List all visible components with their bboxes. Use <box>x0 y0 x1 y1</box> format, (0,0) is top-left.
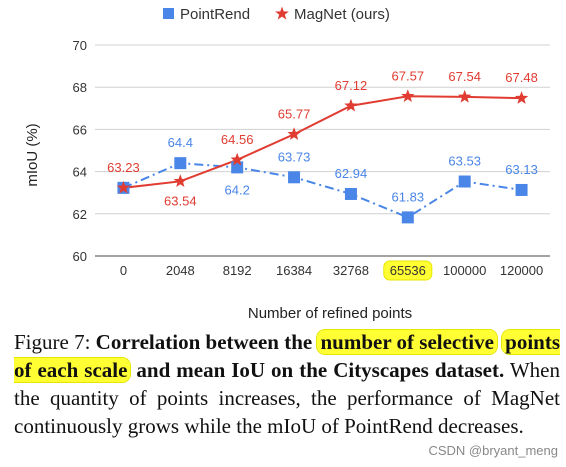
legend-label-magnet: MagNet (ours) <box>294 6 390 23</box>
magnet-data-label: 63.23 <box>107 160 140 175</box>
line-chart: PointRend MagNet (ours) 60 62 64 66 68 70 0 20… <box>24 6 550 322</box>
y-axis-title: mIoU (%) <box>24 123 41 186</box>
caption-figure-label: Figure 7: <box>14 330 91 354</box>
magnet-data-label: 67.54 <box>448 69 481 84</box>
grid <box>95 44 550 257</box>
caption-bold-pre: Correlation between the <box>95 330 313 354</box>
figure-caption: Figure 7: Correlation between the number… <box>14 328 560 440</box>
pointrend-point <box>515 183 528 196</box>
caption-bold-post: and mean IoU on the Cityscapes dataset. <box>136 358 505 382</box>
magnet-point <box>401 89 415 102</box>
x-tick-label: 120000 <box>500 263 543 278</box>
pointrend-data-label: 64.4 <box>168 135 193 150</box>
magnet-point <box>287 127 301 140</box>
y-tick-label: 66 <box>73 122 87 137</box>
x-tick-label: 32768 <box>333 263 369 278</box>
pointrend-data-label: 64.2 <box>225 182 250 197</box>
magnet-point <box>230 152 244 166</box>
magnet-data-label: 67.48 <box>505 70 538 85</box>
caption-highlight-1: number of selective <box>317 330 497 354</box>
x-axis-title: Number of refined points <box>248 305 412 322</box>
magnet-point <box>458 89 472 103</box>
magnet-data-label: 63.54 <box>164 193 197 208</box>
pointrend-point <box>458 175 471 188</box>
pointrend-data-label: 63.13 <box>505 162 538 177</box>
magnet-point <box>344 98 358 112</box>
x-tick-highlight <box>383 260 433 281</box>
magnet-data-label: 67.57 <box>392 68 425 83</box>
legend: PointRend MagNet (ours) <box>163 6 390 23</box>
pointrend-point <box>401 211 414 224</box>
magnet-data-label: 65.77 <box>278 106 311 121</box>
y-tick-label: 62 <box>73 207 87 222</box>
watermark: CSDN @bryant_meng <box>428 443 558 458</box>
x-tick-label: 65536 <box>390 263 426 278</box>
x-tick-label: 0 <box>120 263 127 278</box>
x-tick-label: 16384 <box>276 263 312 278</box>
magnet-point <box>173 174 187 187</box>
pointrend-point <box>174 157 187 170</box>
x-tick-label: 8192 <box>223 263 252 278</box>
pointrend-data-label: 61.83 <box>392 189 425 204</box>
series-layer: 63.23 63.54 64.56 65.77 67.12 67.57 67.54 67.48… <box>107 68 538 224</box>
pointrend-data-label: 62.94 <box>335 166 368 181</box>
caption-body: When the quantity of points increases, t… <box>14 358 561 438</box>
pointrend-point <box>231 161 244 174</box>
legend-marker-pointrend <box>163 8 174 19</box>
series-line-pointrend <box>123 162 522 219</box>
x-axis-ticks: 0 2048 8192 16384 32768 65536 100000 120000 <box>120 260 543 281</box>
y-tick-label: 68 <box>73 80 87 95</box>
pointrend-point <box>344 187 357 200</box>
pointrend-data-label: 63.73 <box>278 149 311 164</box>
x-tick-label: 100000 <box>443 263 486 278</box>
magnet-data-label: 67.12 <box>335 78 368 93</box>
magnet-point <box>116 180 131 194</box>
y-axis-ticks: 60 62 64 66 68 70 <box>73 38 87 264</box>
legend-marker-magnet <box>275 6 289 20</box>
y-tick-label: 60 <box>73 249 87 264</box>
pointrend-data-label: 63.53 <box>448 154 481 169</box>
magnet-data-label: 64.56 <box>221 132 254 147</box>
y-tick-label: 64 <box>73 165 87 180</box>
magnet-point <box>514 91 529 104</box>
series-line-magnet <box>123 95 522 189</box>
pointrend-point <box>288 171 301 184</box>
legend-label-pointrend: PointRend <box>180 6 250 23</box>
y-tick-label: 70 <box>73 38 87 53</box>
x-tick-label: 2048 <box>166 263 195 278</box>
